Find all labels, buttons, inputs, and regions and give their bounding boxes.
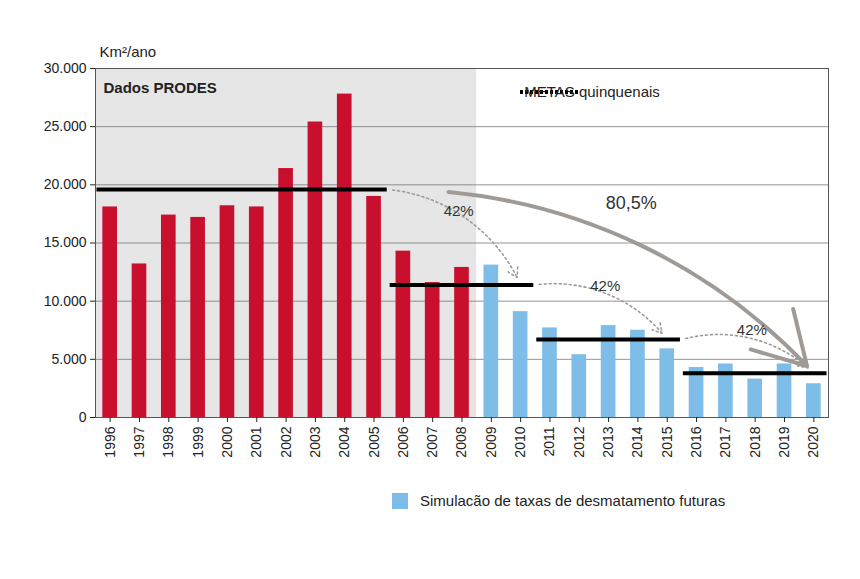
svg-text:2020: 2020 bbox=[805, 426, 821, 457]
svg-text:2008: 2008 bbox=[453, 426, 469, 457]
svg-text:30.000: 30.000 bbox=[44, 60, 87, 76]
svg-text:2004: 2004 bbox=[336, 426, 352, 457]
svg-text:42%: 42% bbox=[444, 202, 474, 219]
svg-text:2011: 2011 bbox=[541, 426, 557, 456]
svg-text:5.000: 5.000 bbox=[51, 351, 86, 367]
svg-text:2009: 2009 bbox=[483, 426, 499, 457]
svg-text:1997: 1997 bbox=[131, 426, 147, 457]
svg-text:2000: 2000 bbox=[219, 426, 235, 457]
svg-text:2013: 2013 bbox=[600, 426, 616, 457]
svg-text:2005: 2005 bbox=[366, 426, 382, 457]
svg-text:2001: 2001 bbox=[248, 426, 264, 457]
svg-text:2017: 2017 bbox=[717, 426, 733, 457]
svg-text:2018: 2018 bbox=[747, 426, 763, 457]
svg-text:1996: 1996 bbox=[102, 426, 118, 457]
svg-text:42%: 42% bbox=[590, 277, 620, 294]
svg-text:42%: 42% bbox=[737, 321, 767, 338]
svg-text:2015: 2015 bbox=[659, 426, 675, 457]
svg-text:0: 0 bbox=[79, 409, 87, 425]
svg-text:2019: 2019 bbox=[776, 426, 792, 457]
svg-text:2016: 2016 bbox=[688, 426, 704, 457]
svg-text:2002: 2002 bbox=[278, 426, 294, 457]
svg-text:Dados PRODES: Dados PRODES bbox=[104, 79, 217, 96]
svg-text:Km²/ano: Km²/ano bbox=[100, 43, 157, 60]
svg-text:METAS quinquenais: METAS quinquenais bbox=[524, 83, 660, 100]
svg-text:2007: 2007 bbox=[424, 426, 440, 457]
svg-text:2010: 2010 bbox=[512, 426, 528, 457]
svg-text:2012: 2012 bbox=[571, 426, 587, 457]
svg-text:2014: 2014 bbox=[629, 426, 645, 457]
svg-text:10.000: 10.000 bbox=[44, 293, 87, 309]
svg-text:20.000: 20.000 bbox=[44, 176, 87, 192]
svg-text:80,5%: 80,5% bbox=[606, 193, 657, 213]
html-text:Simulacão de taxas de desmatam: Simulacão de taxas de desmatamento futur… bbox=[420, 492, 726, 509]
svg-text:2003: 2003 bbox=[307, 426, 323, 457]
svg-text:1998: 1998 bbox=[160, 426, 176, 457]
svg-text:25.000: 25.000 bbox=[44, 118, 87, 134]
svg-text:2006: 2006 bbox=[395, 426, 411, 457]
svg-text:15.000: 15.000 bbox=[44, 234, 87, 250]
svg-text:1999: 1999 bbox=[190, 426, 206, 457]
